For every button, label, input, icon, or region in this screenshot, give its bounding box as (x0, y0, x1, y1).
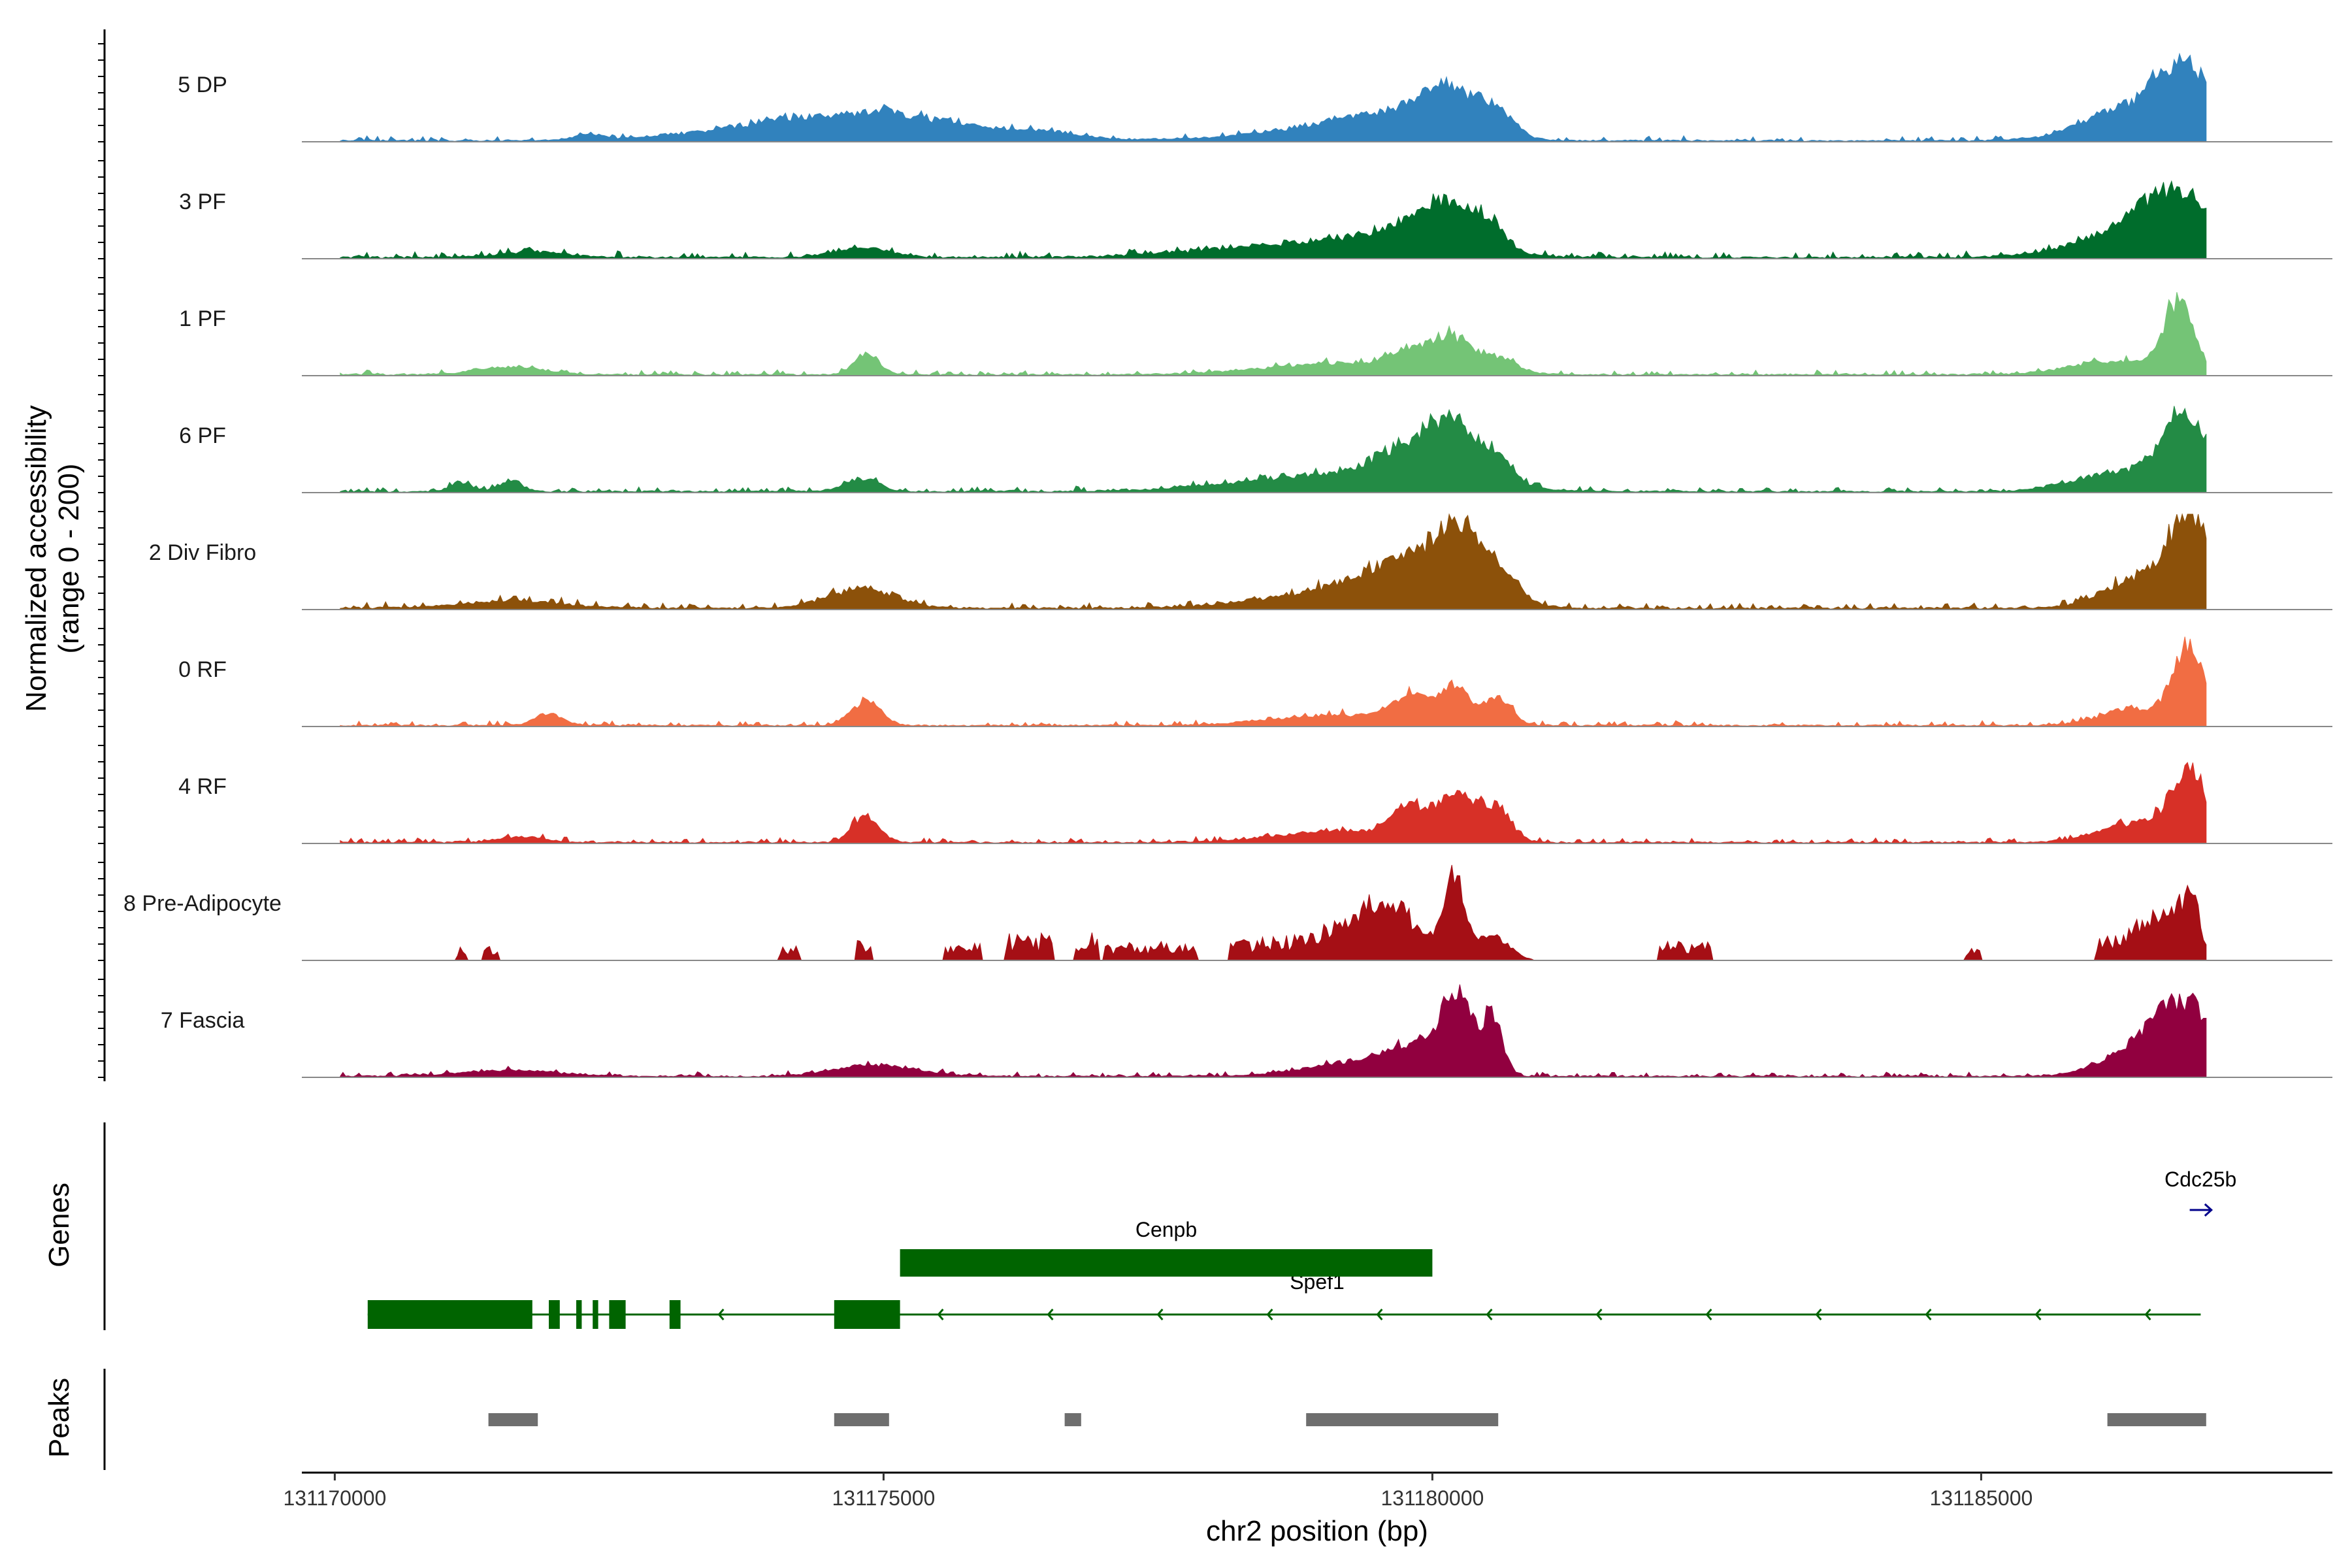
x-tick-label: 131175000 (832, 1486, 936, 1510)
peak-region (2107, 1413, 2206, 1426)
strand-chevron-icon (1047, 1309, 1054, 1320)
coverage-area (340, 864, 2207, 961)
peaks-panel-title: Peaks (43, 1378, 75, 1458)
x-axis-title: chr2 position (bp) (1206, 1515, 1428, 1547)
gene-exon (669, 1300, 681, 1329)
track-label: 3 PF (179, 189, 226, 214)
peak-region (488, 1413, 538, 1426)
gene-cenpb: Cenpb (900, 1218, 1433, 1277)
track-label: 7 Fascia (161, 1008, 245, 1033)
track-label: 5 DP (178, 73, 227, 97)
track-1-pf: 1 PF (179, 292, 2332, 376)
strand-arrow-icon (2204, 1203, 2213, 1217)
x-tick-label: 131185000 (1930, 1486, 2033, 1510)
peak-region (1064, 1413, 1081, 1426)
track-7-fascia: 7 Fascia (161, 984, 2332, 1078)
x-axis: 131170000 131175000 131180000 131185000 (284, 1471, 2332, 1510)
gene-exon (367, 1300, 532, 1329)
track-2-div-fibro: 2 Div Fibro (149, 513, 2332, 610)
track-label: 8 Pre-Adipocyte (123, 891, 282, 916)
track-label: 0 RF (178, 657, 227, 682)
gene-cdc25b: Cdc25b (2164, 1168, 2236, 1217)
coverage-area (340, 762, 2207, 844)
strand-chevron-icon (1266, 1309, 1273, 1320)
y-axis-title-line1: Normalized accessibility (20, 405, 52, 711)
strand-chevron-icon (1925, 1309, 1932, 1320)
strand-chevron-icon (937, 1309, 944, 1320)
coverage-area (340, 513, 2207, 610)
coverage-area (340, 984, 2207, 1078)
coverage-area (340, 406, 2207, 493)
peak-region-panel (103, 1369, 2206, 1470)
x-tick-label: 131170000 (284, 1486, 387, 1510)
genes-panel-title: Genes (43, 1183, 75, 1267)
track-8-pre-adipocyte: 8 Pre-Adipocyte (123, 864, 2332, 961)
coverage-area (340, 52, 2207, 142)
gene-label: Cenpb (1135, 1218, 1197, 1241)
strand-chevron-icon (717, 1309, 725, 1320)
strand-chevron-icon (2144, 1309, 2151, 1320)
gene-annotation-panel: Spef1 Cenpb Cdc25b (103, 1122, 2236, 1330)
gene-exon (609, 1300, 626, 1329)
track-label: 4 RF (178, 774, 227, 799)
peak-region (834, 1413, 889, 1426)
gene-exon (834, 1300, 900, 1329)
strand-chevron-icon (1486, 1309, 1493, 1320)
track-label: 2 Div Fibro (149, 540, 256, 565)
track-label: 1 PF (179, 306, 226, 331)
gene-exon (576, 1300, 582, 1329)
peak-region (1306, 1413, 1499, 1426)
coverage-tracks: 5 DP 3 PF 1 PF 6 PF 2 Div Fibro 0 RF 4 RF 8 Pre… (98, 29, 2332, 1081)
coverage-area (340, 292, 2207, 376)
x-tick-label: 131180000 (1381, 1486, 1484, 1510)
strand-chevron-icon (2034, 1309, 2042, 1320)
track-4-rf: 4 RF (178, 762, 2332, 844)
strand-chevron-icon (1705, 1309, 1712, 1320)
track-6-pf: 6 PF (179, 406, 2332, 493)
track-label: 6 PF (179, 423, 226, 448)
strand-chevron-icon (1815, 1309, 1822, 1320)
y-axis-title-line2: (range 0 - 200) (53, 463, 85, 653)
gene-exon (593, 1300, 598, 1329)
strand-chevron-icon (1376, 1309, 1383, 1320)
gene-label: Cdc25b (2164, 1168, 2236, 1191)
strand-chevron-icon (1595, 1309, 1603, 1320)
strand-chevron-icon (1156, 1309, 1164, 1320)
coverage-area (340, 180, 2207, 259)
track-0-rf: 0 RF (178, 636, 2332, 727)
coverage-area (340, 636, 2207, 727)
track-3-pf: 3 PF (179, 180, 2332, 259)
track-5-dp: 5 DP (178, 52, 2332, 142)
gene-spef1: Spef1 (367, 1270, 2201, 1329)
gene-exon (549, 1300, 560, 1329)
gene-exon (900, 1249, 1433, 1277)
